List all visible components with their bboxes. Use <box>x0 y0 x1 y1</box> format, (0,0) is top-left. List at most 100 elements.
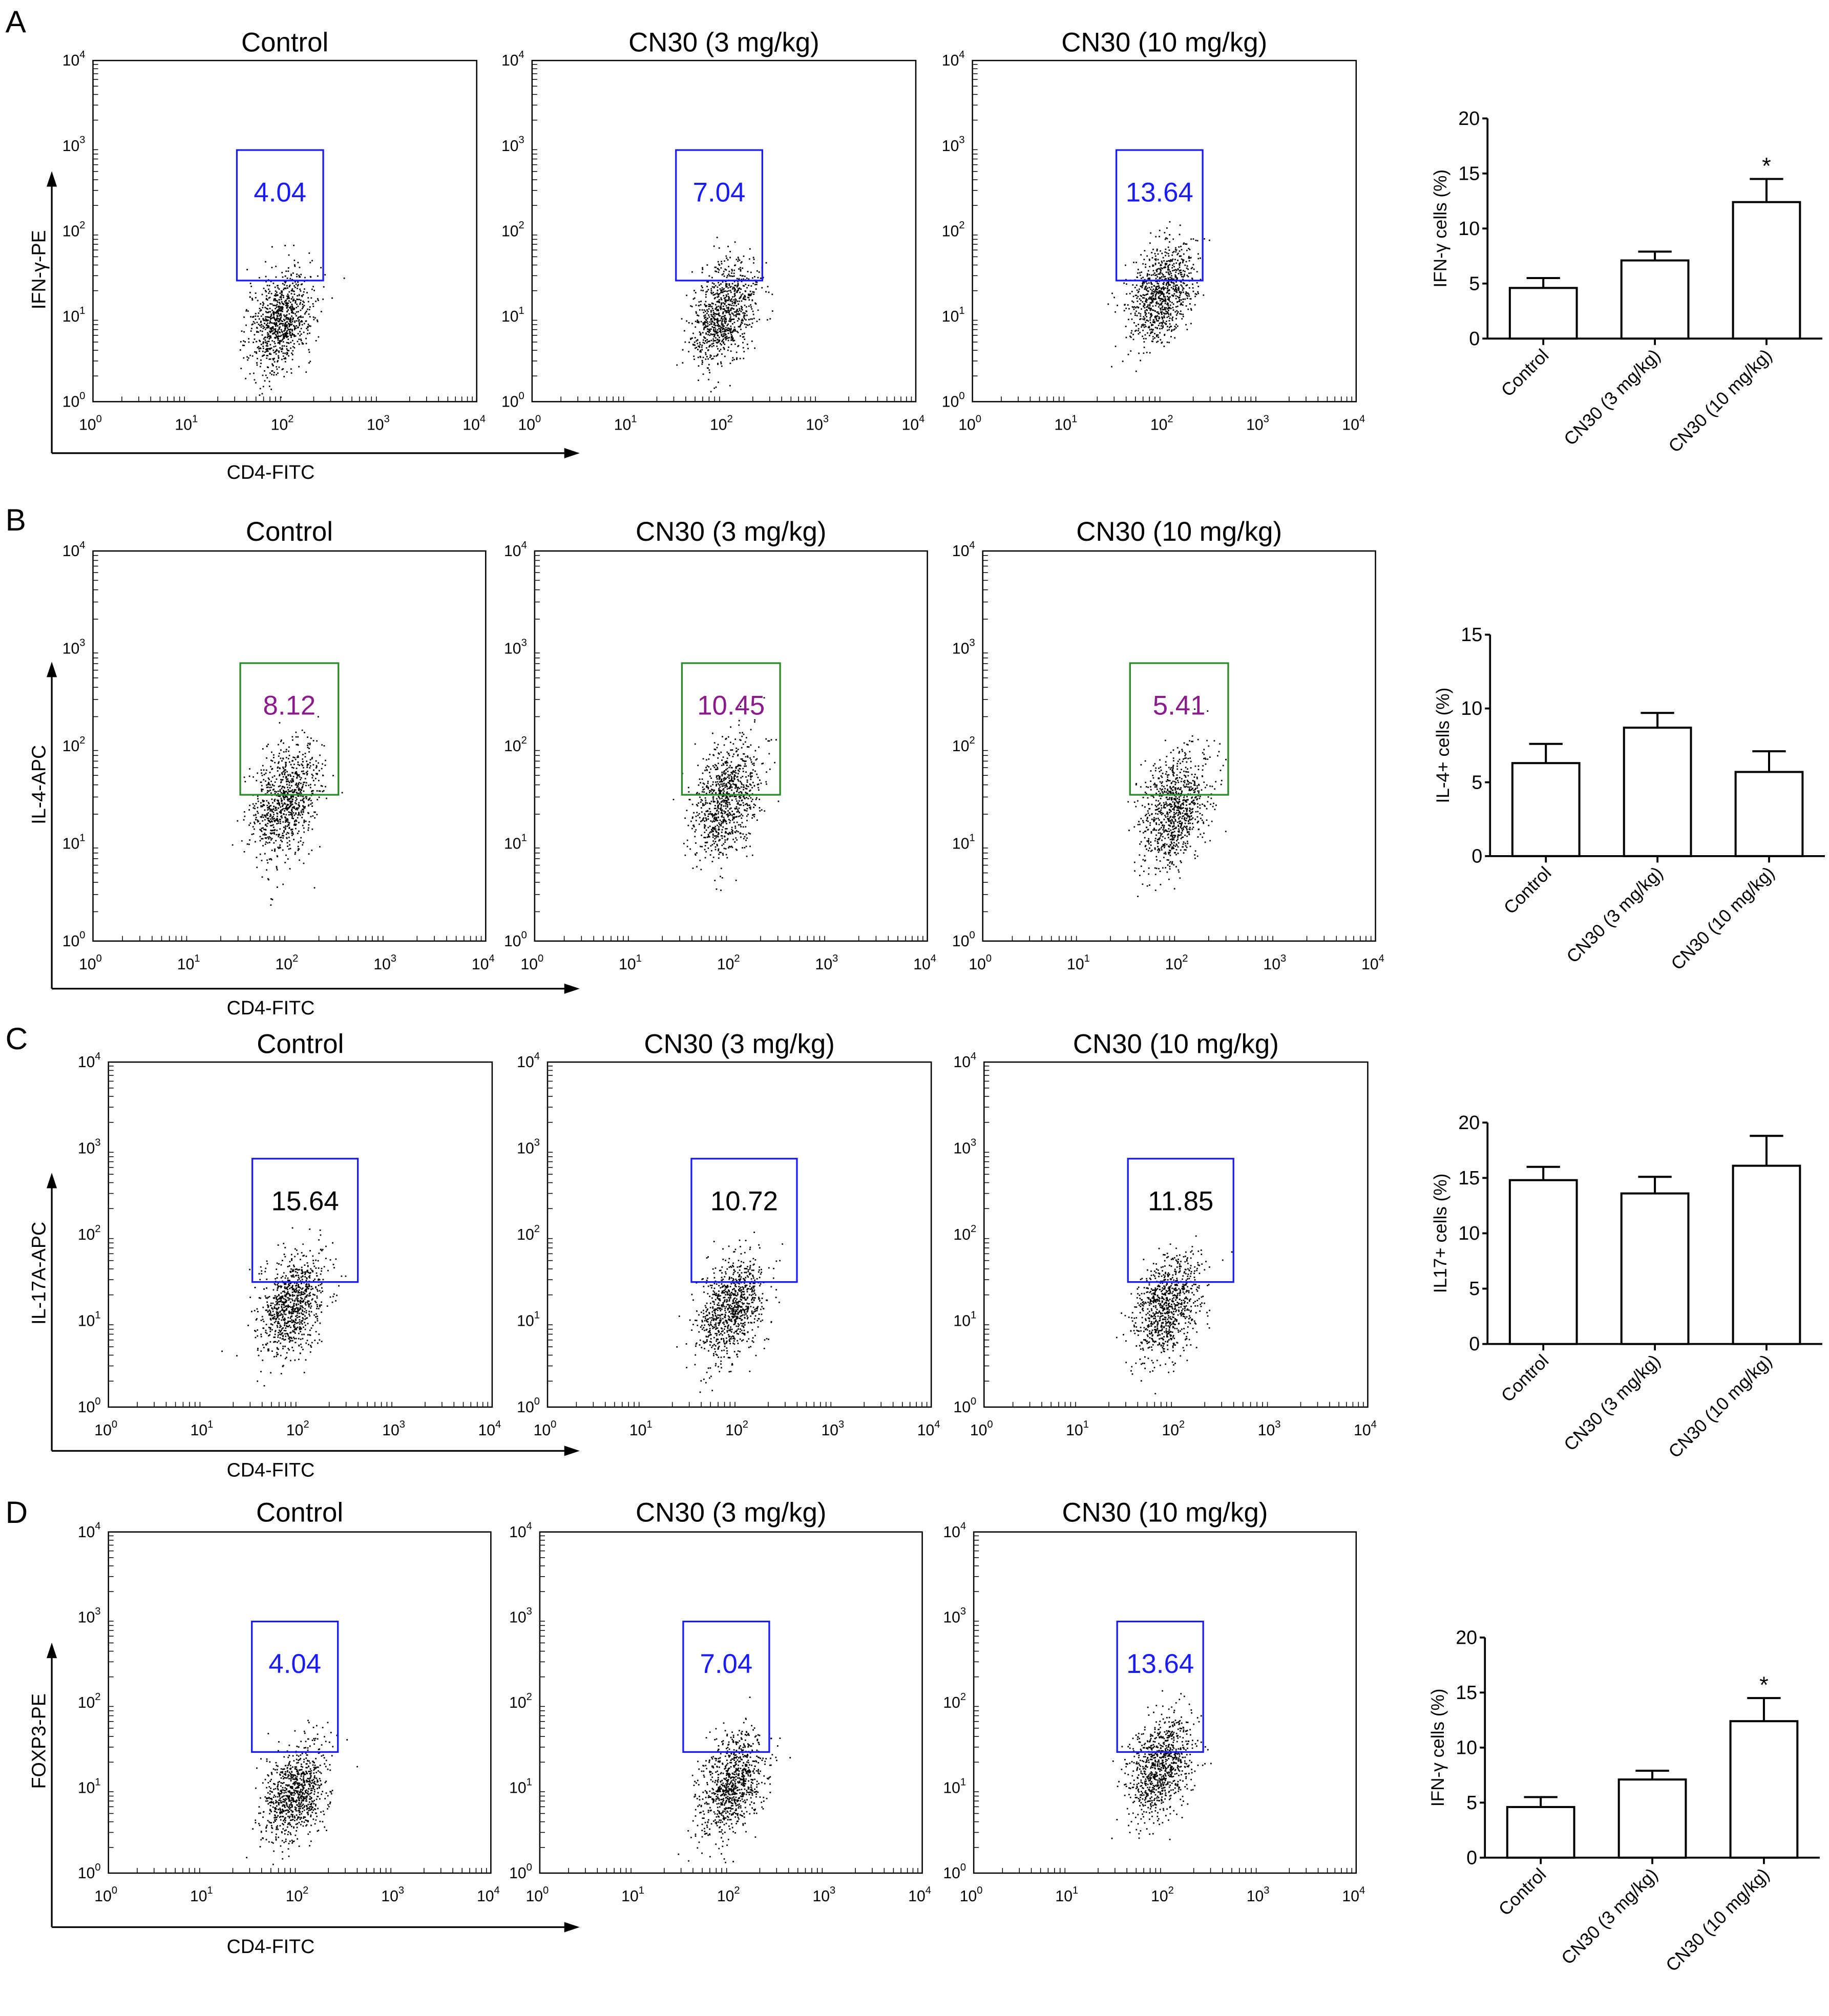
x-tick-label: 102 <box>1162 1419 1185 1439</box>
x-tick-label: 101 <box>175 414 198 434</box>
tick-exponent: 2 <box>727 414 733 425</box>
x-tick-label: 101 <box>614 414 637 434</box>
bar-y-axis-label: IFN-γ cells (%) <box>1431 169 1450 288</box>
tick-base: 10 <box>62 223 80 240</box>
plot-title: CN30 (3 mg/kg) <box>644 1029 835 1059</box>
y-tick-label: 15 <box>1458 162 1480 184</box>
tick-exponent: 4 <box>489 953 494 964</box>
tick-exponent: 1 <box>194 953 200 964</box>
tick-exponent: 0 <box>959 390 964 401</box>
scatter-dots <box>221 1227 347 1387</box>
tick-base: 10 <box>518 417 535 434</box>
tick-base: 10 <box>62 641 80 657</box>
tick-base: 10 <box>1342 1888 1359 1905</box>
tick-base: 10 <box>1055 1888 1073 1905</box>
tick-exponent: 1 <box>1084 953 1090 964</box>
tick-exponent: 0 <box>95 1862 100 1873</box>
y-tick-label: 103 <box>62 135 86 155</box>
x-tick-label: 101 <box>1066 1419 1089 1439</box>
y-tick-label: 104 <box>62 540 86 560</box>
gate-percentage: 10.45 <box>697 691 765 721</box>
tick-exponent: 3 <box>971 1137 976 1149</box>
gate-percentage: 7.04 <box>693 178 746 208</box>
bar <box>1617 1778 1687 1859</box>
scatter-dots <box>1111 1690 1212 1840</box>
plot-frame <box>982 550 1376 942</box>
bar <box>1623 727 1692 857</box>
flow-plot: Control1001001011011021021031031041044.0… <box>62 28 486 434</box>
tick-exponent: 2 <box>95 1223 100 1235</box>
tick-base: 10 <box>501 223 519 240</box>
y-tick-label: 102 <box>943 1691 966 1711</box>
scatter-dots <box>1116 1235 1233 1394</box>
tick-base: 10 <box>509 1865 527 1882</box>
tick-base: 10 <box>62 933 80 950</box>
tick-exponent: 1 <box>527 1776 532 1788</box>
tick-base: 10 <box>517 1054 534 1071</box>
y-tick-label: 104 <box>78 1051 101 1071</box>
tick-exponent: 0 <box>535 414 541 425</box>
tick-exponent: 0 <box>527 1862 532 1873</box>
bar <box>1620 1192 1690 1345</box>
tick-base: 10 <box>1361 956 1379 973</box>
x-tick-label: 102 <box>725 1419 748 1439</box>
y-tick-label: 15 <box>1458 1167 1480 1189</box>
y-tick-label: 104 <box>501 49 524 69</box>
y-axis-label: IL-17A-APC <box>28 1222 50 1325</box>
tick-exponent: 4 <box>959 49 964 60</box>
x-tick-label: 100 <box>526 1885 549 1905</box>
y-tick-label: 103 <box>953 1137 976 1157</box>
tick-exponent: 1 <box>1083 1419 1089 1430</box>
y-tick-label: 101 <box>509 1776 532 1796</box>
tick-exponent: 1 <box>95 1776 100 1788</box>
y-tick-label: 104 <box>952 540 975 560</box>
x-tick-label: CN30 (10 mg/kg) <box>1662 1864 1773 1976</box>
x-tick-label: 103 <box>806 414 829 434</box>
gate-rectangle <box>236 149 324 282</box>
tick-base: 10 <box>953 1399 971 1416</box>
panel-letter: D <box>6 1495 28 1530</box>
tick-exponent: 0 <box>79 390 85 401</box>
x-tick-label: 104 <box>902 414 925 434</box>
x-tick-label: CN30 (3 mg/kg) <box>1563 863 1667 967</box>
arrow-head-icon <box>564 1446 580 1456</box>
plot-frame <box>108 1061 493 1408</box>
tick-exponent: 3 <box>959 135 964 146</box>
x-tick-label: 100 <box>970 1419 993 1439</box>
flow-plot: Control1001001011011021021031031041044.0… <box>78 1498 500 1905</box>
plot-frame <box>972 59 1357 402</box>
tick-base: 10 <box>78 1054 95 1071</box>
tick-base: 10 <box>1342 417 1359 434</box>
tick-base: 10 <box>79 417 96 434</box>
arrow-head-icon <box>564 1922 580 1933</box>
tick-exponent: 2 <box>959 220 964 231</box>
tick-base: 10 <box>952 641 970 657</box>
y-tick-label: 102 <box>78 1223 101 1243</box>
bar <box>1734 771 1804 857</box>
x-tick-label: Control <box>1495 1864 1550 1920</box>
tick-base: 10 <box>477 1888 494 1905</box>
plot-title: CN30 (3 mg/kg) <box>636 1498 827 1528</box>
y-tick-label: 103 <box>62 637 86 657</box>
tick-base: 10 <box>958 417 976 434</box>
x-tick-label: CN30 (3 mg/kg) <box>1560 345 1664 449</box>
x-tick-label: 104 <box>913 953 936 973</box>
tick-exponent: 4 <box>1379 953 1384 964</box>
tick-base: 10 <box>517 1399 534 1416</box>
y-tick-label: 102 <box>501 220 524 240</box>
tick-base: 10 <box>381 1888 398 1905</box>
gate-percentage: 7.04 <box>700 1649 753 1679</box>
tick-exponent: 3 <box>1264 414 1269 425</box>
tick-exponent: 3 <box>95 1606 100 1617</box>
x-tick-label: 102 <box>271 414 294 434</box>
x-tick-label: 104 <box>478 1419 501 1439</box>
tick-base: 10 <box>1263 956 1280 973</box>
tick-exponent: 0 <box>112 1419 117 1430</box>
tick-exponent: 4 <box>969 540 975 551</box>
tick-exponent: 2 <box>303 1885 308 1896</box>
tick-exponent: 1 <box>207 1885 213 1896</box>
flow-plot: CN30 (3 mg/kg)10010010110110210210310310… <box>501 28 924 434</box>
tick-exponent: 2 <box>734 1885 740 1896</box>
x-tick-label: 100 <box>520 953 543 973</box>
tick-exponent: 0 <box>521 930 527 941</box>
